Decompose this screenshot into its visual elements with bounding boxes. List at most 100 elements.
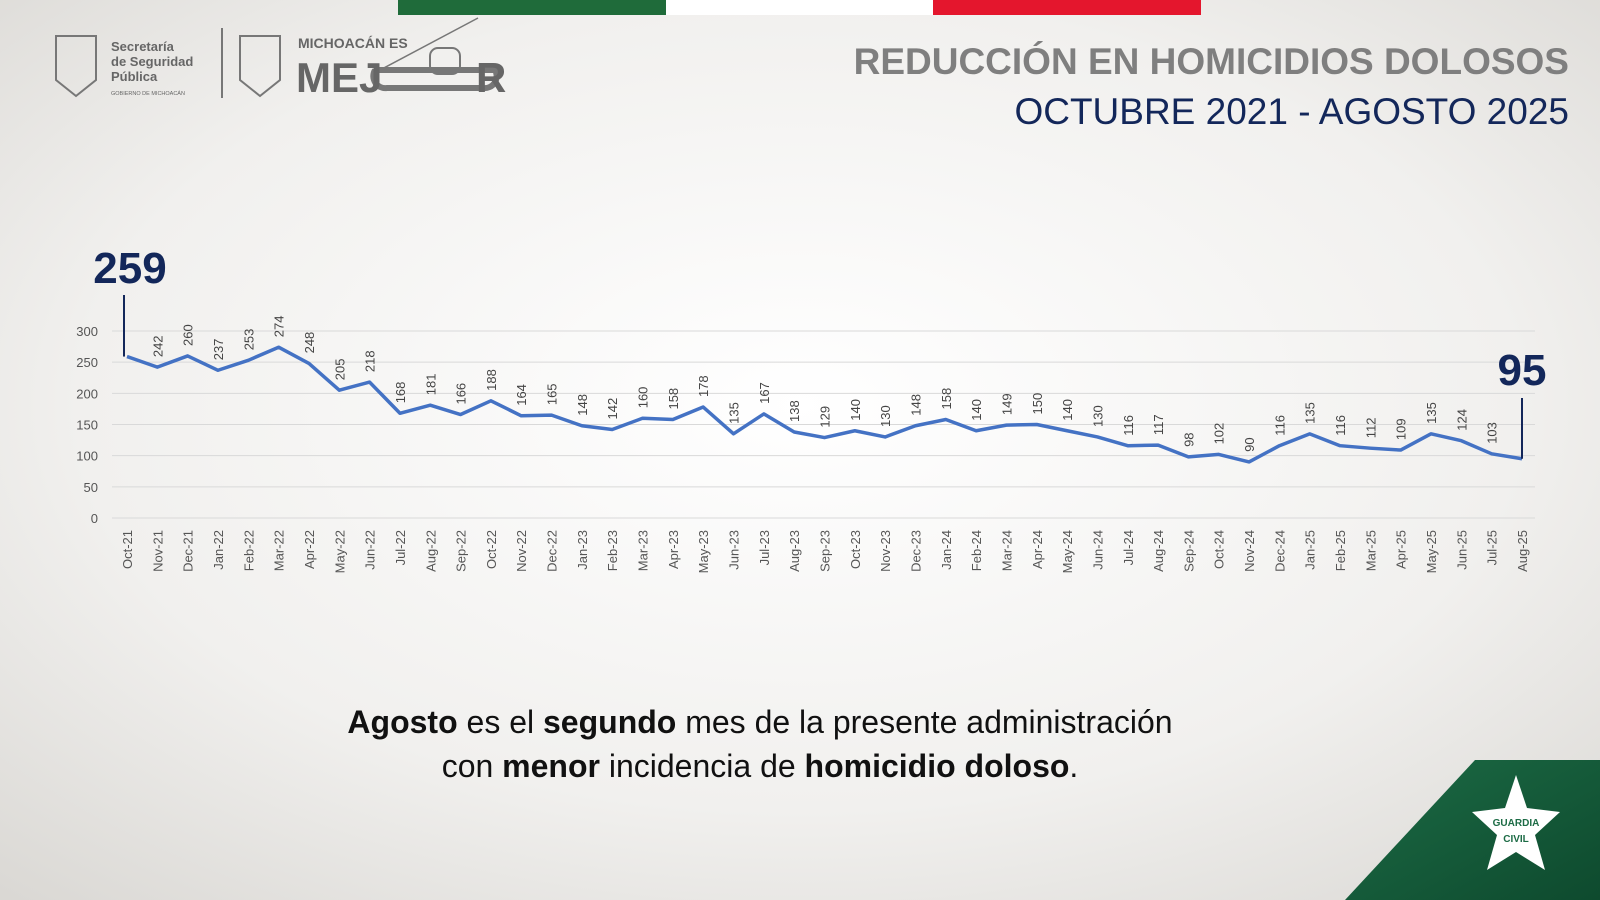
data-label: 129 — [818, 406, 833, 428]
data-label: 135 — [727, 402, 742, 424]
x-tick-label: Sep-24 — [1181, 530, 1196, 572]
x-tick-label: Aug-24 — [1151, 530, 1166, 572]
data-label: 116 — [1121, 415, 1136, 436]
data-label: 142 — [605, 398, 620, 420]
x-tick-label: Jun-24 — [1090, 530, 1105, 570]
logo-text: de Seguridad — [111, 54, 193, 69]
y-tick-label: 50 — [84, 480, 98, 495]
x-tick-label: Oct-22 — [484, 530, 499, 569]
corner-band — [1345, 760, 1600, 900]
x-tick-label: Jul-24 — [1121, 530, 1136, 565]
data-label: 218 — [363, 350, 378, 372]
data-label: 112 — [1363, 417, 1378, 438]
data-label: 166 — [454, 383, 469, 405]
x-tick-label: May-23 — [696, 530, 711, 573]
x-tick-label: Mar-23 — [636, 530, 651, 571]
data-label: 253 — [241, 329, 256, 351]
callout-label: 95 — [1498, 346, 1547, 395]
data-label: 242 — [150, 335, 165, 357]
data-label: 124 — [1454, 409, 1469, 431]
data-label: 260 — [181, 324, 196, 346]
x-tick-label: Aug-23 — [787, 530, 802, 572]
y-tick-label: 150 — [76, 418, 98, 433]
x-tick-label: Jan-23 — [575, 530, 590, 570]
logo-text: MICHOACÁN ES — [298, 35, 408, 51]
x-tick-label: Mar-25 — [1363, 530, 1378, 571]
chart-title: REDUCCIÓN EN HOMICIDIOS DOLOSOS — [854, 40, 1569, 82]
x-tick-label: Apr-23 — [666, 530, 681, 569]
x-tick-label: Mar-24 — [999, 530, 1014, 571]
data-label: 149 — [999, 393, 1014, 415]
x-tick-label: Nov-21 — [150, 530, 165, 572]
x-tick-label: Jun-25 — [1454, 530, 1469, 570]
x-tick-label: Nov-22 — [514, 530, 529, 572]
x-tick-label: Jul-22 — [393, 530, 408, 565]
data-label: 130 — [878, 405, 893, 427]
x-tick-label: Jun-23 — [727, 530, 742, 570]
x-tick-label: Oct-24 — [1212, 530, 1227, 569]
x-tick-label: Feb-22 — [241, 530, 256, 571]
data-line — [126, 345, 1523, 464]
data-label: 168 — [393, 382, 408, 404]
data-label: 158 — [666, 388, 681, 410]
shield-icons — [55, 17, 500, 98]
data-label: 150 — [1030, 393, 1045, 415]
x-tick-label: Feb-23 — [605, 530, 620, 571]
caption-segment: Agosto — [347, 704, 457, 740]
data-label: 116 — [1272, 415, 1287, 436]
data-label: 102 — [1212, 423, 1227, 445]
data-label: 148 — [575, 394, 590, 416]
y-tick-label: 200 — [76, 386, 98, 401]
data-label: 130 — [1090, 405, 1105, 427]
flag-red — [933, 0, 1201, 15]
data-label: 117 — [1151, 414, 1166, 435]
x-tick-label: Dec-22 — [545, 530, 560, 572]
y-tick-label: 300 — [76, 324, 98, 339]
data-label: 274 — [272, 316, 287, 338]
data-label: 164 — [514, 384, 529, 406]
data-label: 237 — [211, 339, 226, 361]
data-label: 188 — [484, 369, 499, 391]
data-label: 90 — [1242, 437, 1257, 451]
x-tick-label: Jun-22 — [363, 530, 378, 570]
x-tick-label: Oct-21 — [120, 530, 135, 569]
data-label: 148 — [908, 394, 923, 416]
x-tick-label: Aug-22 — [423, 530, 438, 572]
x-tick-label: Jan-24 — [939, 530, 954, 570]
x-tick-label: Apr-24 — [1030, 530, 1045, 569]
flag-white — [666, 0, 933, 15]
data-label: 103 — [1485, 422, 1500, 444]
caption-segment: mes de la presente administración — [676, 704, 1172, 740]
x-tick-label: Jan-22 — [211, 530, 226, 570]
logo-text: Pública — [111, 69, 158, 84]
x-tick-label: Oct-23 — [848, 530, 863, 569]
caption-segment: . — [1069, 748, 1078, 784]
x-tick-label: Dec-23 — [908, 530, 923, 572]
caption-segment: menor — [502, 748, 600, 784]
badge-text: GUARDIA — [1493, 818, 1540, 829]
x-tick-label: Dec-24 — [1272, 530, 1287, 572]
data-label: 109 — [1394, 418, 1409, 440]
x-tick-label: Dec-21 — [181, 530, 196, 572]
data-label: 158 — [939, 388, 954, 410]
logo-text: Secretaría — [111, 39, 175, 54]
logo-text: GOBIERNO DE MICHOACÁN — [111, 90, 185, 97]
x-tick-label: Nov-24 — [1242, 530, 1257, 572]
x-tick-label: Feb-24 — [969, 530, 984, 571]
caption-segment: homicidio doloso — [805, 748, 1070, 784]
badge-text: CIVIL — [1503, 834, 1529, 845]
x-tick-label: Nov-23 — [878, 530, 893, 572]
x-tick-label: Aug-25 — [1515, 530, 1530, 572]
data-label: 181 — [423, 373, 438, 395]
callout-label: 259 — [93, 244, 166, 293]
data-label: 138 — [787, 400, 802, 422]
x-tick-label: Apr-22 — [302, 530, 317, 569]
data-label: 140 — [969, 399, 984, 421]
data-label: 140 — [1060, 399, 1075, 421]
x-tick-label: Jul-23 — [757, 530, 772, 565]
caption-segment: incidencia de — [600, 748, 805, 784]
data-label: 178 — [696, 375, 711, 397]
